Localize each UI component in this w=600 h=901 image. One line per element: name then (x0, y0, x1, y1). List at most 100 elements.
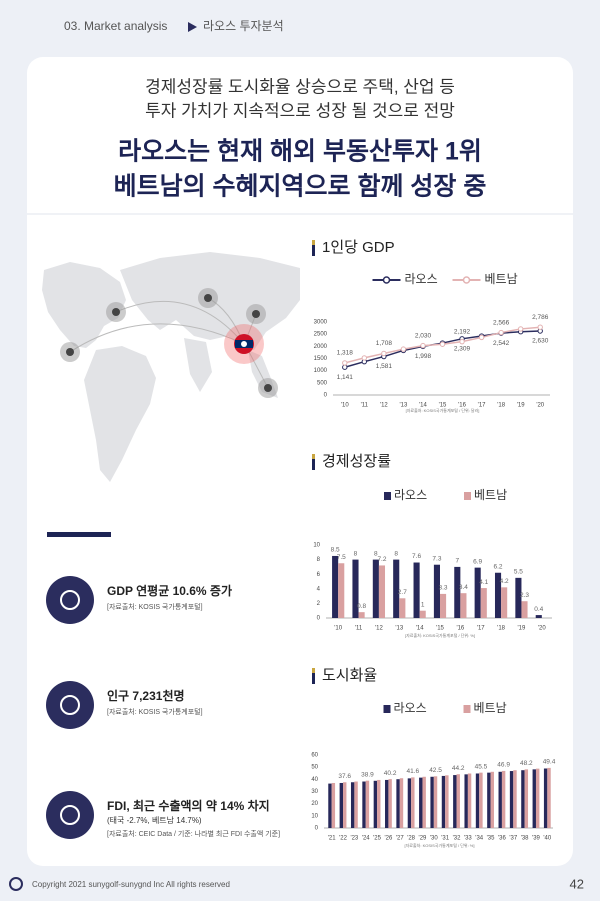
bar (339, 782, 344, 828)
x-tick-label: '22 (339, 836, 347, 842)
y-tick-label: 3000 (314, 320, 328, 326)
bar (467, 773, 472, 828)
x-tick-label: '18 (497, 403, 505, 409)
value-label: 7 (455, 558, 459, 565)
breadcrumb-arrow (188, 22, 197, 32)
legend-swatch (463, 705, 471, 713)
legend-label: 라오스 (394, 488, 427, 502)
bar (498, 771, 502, 828)
value-label: 7.2 (377, 556, 386, 563)
x-tick-label: '36 (498, 836, 506, 842)
y-tick-label: 6 (317, 572, 321, 578)
map-points (60, 288, 278, 398)
point (420, 342, 426, 349)
point (342, 364, 348, 370)
x-tick-label: '20 (536, 403, 544, 409)
chart-source: [자료출처: KOSIS국가통계포털 / 단위: %] (405, 842, 475, 848)
bar (532, 769, 536, 828)
x-tick-label: '11 (361, 403, 369, 409)
bar (543, 768, 548, 828)
stats: GDP 연평균 10.6% 증가 [자료출처: KOSIS 국가통계포털] 인구 7… (46, 576, 280, 839)
point (342, 360, 348, 366)
y-tick-label: 500 (317, 380, 328, 386)
bar (358, 612, 365, 618)
bar (413, 562, 420, 618)
section-label: 03. Market analysis (64, 19, 167, 33)
bar (352, 559, 359, 618)
x-tick-label: '40 (543, 836, 551, 842)
y-tick-label: 4 (317, 586, 321, 592)
legend-label: 베트남 (474, 701, 507, 715)
point (381, 350, 387, 357)
route (115, 300, 245, 345)
point (517, 326, 524, 332)
bar (490, 771, 494, 828)
legend-swatch (384, 492, 391, 500)
x-tick-label: '20 (538, 626, 546, 632)
map-point (204, 294, 212, 302)
bar (328, 783, 332, 828)
value-label: 8 (354, 550, 358, 557)
bar (494, 572, 502, 618)
value-label: 41.6 (406, 768, 419, 775)
bar (509, 771, 514, 828)
x-tick-label: '30 (430, 836, 438, 842)
bar (350, 782, 355, 828)
bar (331, 782, 336, 828)
title-accent (312, 240, 315, 245)
stat-icon (46, 791, 94, 839)
x-tick-label: '19 (518, 626, 526, 632)
value-label: 8.5 (331, 547, 340, 554)
value-label: 6.2 (494, 563, 503, 570)
bar (338, 563, 345, 618)
headline-bold: 베트남의 수혜지역으로 함께 성장 중 (114, 173, 487, 201)
legend-label: 베트남 (474, 488, 507, 502)
value-label: 1,141 (337, 374, 354, 381)
bar (513, 770, 517, 828)
value-label: 8 (374, 550, 378, 557)
value-label: 2,030 (415, 332, 432, 339)
map-land (184, 338, 212, 392)
chart-title: 경제성장률 (322, 453, 391, 470)
value-label: 1,708 (376, 340, 393, 347)
y-tick-label: 30 (311, 789, 318, 795)
bar (419, 610, 426, 618)
legend-label: 베트남 (485, 272, 518, 286)
stat-icon (46, 681, 94, 729)
value-label: 7.3 (432, 555, 441, 562)
stat-icon-glyph (60, 590, 80, 610)
value-label: 1,998 (415, 353, 432, 360)
footer-logo (9, 877, 23, 891)
x-tick-label: '13 (399, 403, 407, 409)
bar (501, 770, 506, 828)
bar (521, 601, 528, 618)
bar (407, 778, 412, 828)
value-label: 42.5 (429, 767, 442, 774)
x-tick-label: '11 (355, 626, 363, 632)
x-tick-label: '23 (350, 836, 358, 842)
value-label: 6.9 (473, 558, 482, 565)
bar (535, 615, 542, 618)
title-accent (312, 240, 315, 256)
y-tick-label: 60 (311, 753, 318, 759)
bar (464, 774, 468, 828)
headline-line: 투자 가치가 지속적으로 성장 될 것으로 전망 (145, 101, 455, 120)
x-tick-label: '37 (509, 836, 517, 842)
map-point (264, 384, 272, 392)
bar (396, 779, 400, 828)
bar (378, 565, 386, 618)
bar (385, 779, 389, 828)
stat-source: [자료출처: KOSIS 국가통계포털] (107, 602, 203, 611)
y-tick-label: 1000 (314, 368, 328, 374)
map-point (66, 348, 74, 356)
value-label: 4.1 (479, 579, 488, 586)
bar (373, 780, 378, 828)
y-tick-label: 50 (311, 765, 318, 771)
y-tick-label: 2 (317, 601, 321, 607)
x-tick-label: '12 (375, 626, 383, 632)
y-tick-label: 0 (317, 616, 321, 622)
bar (456, 774, 460, 828)
y-tick-label: 0 (324, 393, 328, 399)
bar (521, 770, 525, 828)
footer: Copyright 2021 sunygolf-sunygnd Inc All … (9, 876, 584, 891)
